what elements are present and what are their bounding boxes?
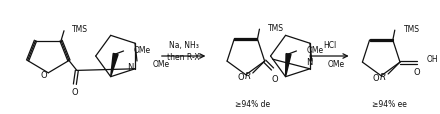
Text: OMe: OMe bbox=[328, 60, 345, 69]
Text: OMe: OMe bbox=[133, 45, 150, 54]
Text: OMe: OMe bbox=[153, 60, 170, 69]
Text: R: R bbox=[245, 72, 251, 81]
Text: TMS: TMS bbox=[72, 25, 88, 34]
Text: N: N bbox=[127, 63, 133, 72]
Text: TMS: TMS bbox=[403, 24, 420, 33]
Text: N: N bbox=[306, 58, 312, 67]
Text: Na, NH₃: Na, NH₃ bbox=[169, 40, 198, 49]
Text: OMe: OMe bbox=[306, 45, 323, 54]
Text: R: R bbox=[380, 73, 386, 82]
Text: HCl: HCl bbox=[323, 40, 337, 49]
Text: TMS: TMS bbox=[268, 23, 284, 32]
Text: O: O bbox=[238, 73, 244, 82]
Text: ≥94% de: ≥94% de bbox=[235, 99, 270, 108]
Text: O: O bbox=[40, 71, 47, 80]
Text: O: O bbox=[373, 74, 380, 83]
Polygon shape bbox=[111, 54, 118, 77]
Text: O: O bbox=[271, 75, 278, 84]
Text: then R-X: then R-X bbox=[167, 52, 200, 61]
Text: ≥94% ee: ≥94% ee bbox=[372, 99, 407, 108]
Text: O: O bbox=[72, 87, 78, 96]
Text: O: O bbox=[414, 68, 420, 77]
Text: OH: OH bbox=[427, 54, 438, 63]
Polygon shape bbox=[286, 54, 291, 77]
